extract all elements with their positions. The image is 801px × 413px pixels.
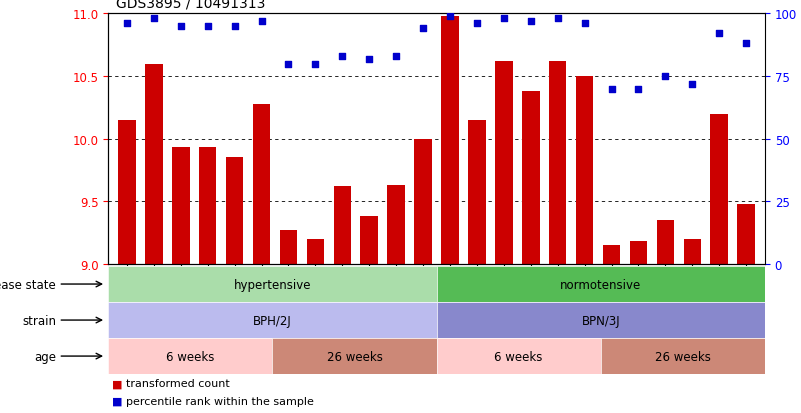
Bar — [522, 92, 540, 264]
Point — [713, 31, 726, 38]
Bar — [738, 204, 755, 264]
Bar — [108, 303, 437, 338]
Bar — [333, 187, 351, 264]
Bar — [495, 62, 513, 264]
Bar — [441, 17, 459, 264]
Text: age: age — [34, 350, 56, 363]
Point — [525, 19, 537, 25]
Bar — [414, 139, 432, 264]
Point — [363, 56, 376, 63]
Bar — [630, 242, 647, 264]
Point — [417, 26, 429, 33]
Point — [470, 21, 483, 28]
Point — [390, 54, 403, 60]
Point — [739, 41, 752, 47]
Bar — [280, 230, 297, 264]
Bar — [199, 148, 216, 264]
Bar — [468, 121, 485, 264]
Text: GDS3895 / 10491313: GDS3895 / 10491313 — [116, 0, 265, 10]
Bar — [437, 339, 601, 374]
Bar — [657, 220, 674, 264]
Bar — [576, 77, 594, 264]
Text: percentile rank within the sample: percentile rank within the sample — [126, 396, 314, 406]
Text: 26 weeks: 26 weeks — [655, 350, 710, 363]
Text: hypertensive: hypertensive — [234, 278, 311, 291]
Bar — [710, 114, 728, 264]
Bar — [272, 339, 437, 374]
Point — [147, 16, 160, 23]
Bar — [388, 185, 405, 264]
Point — [551, 16, 564, 23]
Bar — [119, 121, 135, 264]
Text: 6 weeks: 6 weeks — [166, 350, 215, 363]
Point — [282, 61, 295, 68]
Bar — [108, 267, 437, 302]
Point — [201, 24, 214, 30]
Text: ■: ■ — [112, 396, 123, 406]
Text: ■: ■ — [112, 378, 123, 388]
Bar — [360, 216, 378, 264]
Point — [228, 24, 241, 30]
Point — [121, 21, 134, 28]
Text: BPH/2J: BPH/2J — [253, 314, 292, 327]
Text: transformed count: transformed count — [126, 378, 230, 388]
Point — [444, 14, 457, 20]
Bar — [601, 339, 765, 374]
Point — [605, 86, 618, 93]
Bar — [307, 239, 324, 264]
Bar — [603, 245, 620, 264]
Text: BPN/3J: BPN/3J — [582, 314, 620, 327]
Text: strain: strain — [22, 314, 56, 327]
Text: 6 weeks: 6 weeks — [494, 350, 543, 363]
Bar — [226, 158, 244, 264]
Point — [256, 19, 268, 25]
Bar — [145, 64, 163, 264]
Bar — [108, 339, 272, 374]
Point — [686, 81, 698, 88]
Bar — [253, 104, 270, 264]
Point — [632, 86, 645, 93]
Point — [175, 24, 187, 30]
Bar — [549, 62, 566, 264]
Point — [497, 16, 510, 23]
Point — [336, 54, 348, 60]
Text: normotensive: normotensive — [560, 278, 642, 291]
Text: disease state: disease state — [0, 278, 56, 291]
Point — [578, 21, 591, 28]
Text: 26 weeks: 26 weeks — [327, 350, 382, 363]
Bar — [437, 267, 765, 302]
Bar — [683, 239, 701, 264]
Bar — [172, 148, 190, 264]
Point — [309, 61, 322, 68]
Bar — [437, 303, 765, 338]
Point — [659, 74, 672, 80]
